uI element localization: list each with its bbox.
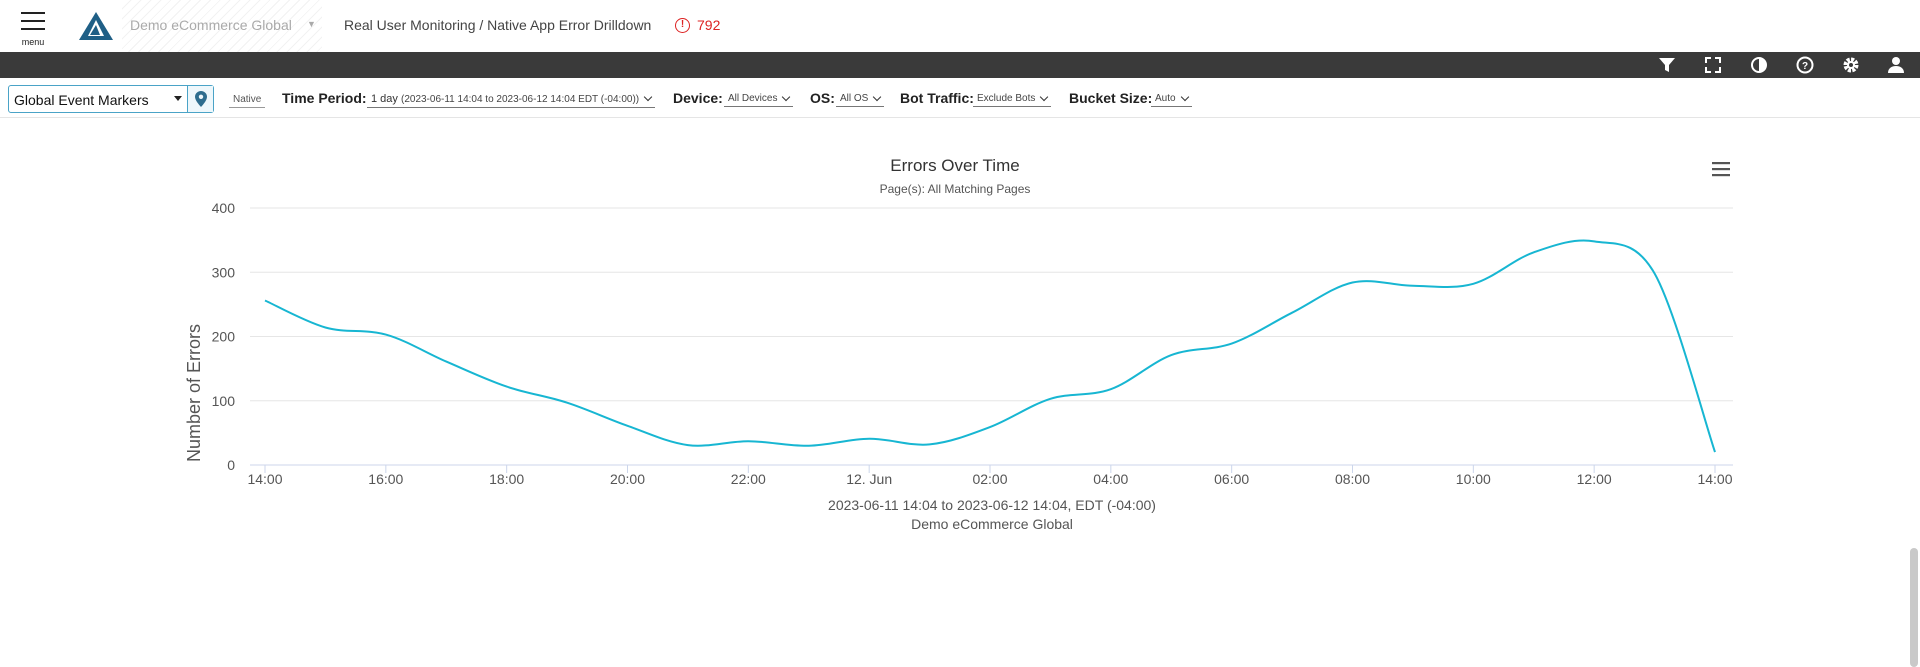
y-axis-label: Number of Errors <box>184 324 204 462</box>
event-markers-select[interactable]: Global Event Markers <box>8 85 214 113</box>
y-tick-label: 400 <box>212 200 236 216</box>
x-tick-label: 12:00 <box>1577 471 1612 487</box>
time-period-value: 1 day <box>371 93 398 105</box>
menu-label: menu <box>21 37 45 47</box>
bucket-size-label: Bucket Size: <box>1069 90 1153 106</box>
chevron-down-icon: ▼ <box>307 19 316 29</box>
device-select[interactable]: All Devices <box>724 92 794 107</box>
chevron-down-icon <box>1040 92 1049 101</box>
help-icon[interactable]: ? <box>1795 55 1815 75</box>
logo-icon[interactable] <box>78 11 114 41</box>
x-tick-label: 10:00 <box>1456 471 1491 487</box>
x-tick-label: 06:00 <box>1214 471 1249 487</box>
caret-down-icon <box>174 96 182 101</box>
device-value: All Devices <box>728 93 778 104</box>
device-label: Device: <box>673 90 723 106</box>
time-period-range: (2023-06-11 14:04 to 2023-06-12 14:04 ED… <box>400 93 640 105</box>
x-tick-label: 20:00 <box>610 471 645 487</box>
hamburger-icon-bar <box>21 20 45 22</box>
chevron-down-icon <box>873 92 882 101</box>
os-select[interactable]: All OS <box>836 92 885 107</box>
filter-icon[interactable] <box>1657 55 1677 75</box>
x-tick-label: 04:00 <box>1093 471 1128 487</box>
y-tick-label: 300 <box>212 264 236 280</box>
bot-traffic-label: Bot Traffic: <box>900 90 974 106</box>
filter-bar: Global Event Markers Native Time Period:… <box>0 78 1920 118</box>
settings-icon[interactable] <box>1841 55 1861 75</box>
chart-subtitle: Page(s): All Matching Pages <box>880 182 1031 196</box>
os-label: OS: <box>810 90 835 106</box>
fullscreen-icon[interactable] <box>1703 55 1723 75</box>
site-name: Demo eCommerce Global <box>130 17 292 33</box>
bot-traffic-select[interactable]: Exclude Bots <box>973 92 1052 107</box>
bucket-size-select[interactable]: Auto <box>1151 92 1192 107</box>
svg-text:?: ? <box>1802 61 1808 72</box>
hamburger-icon-bar <box>21 12 45 14</box>
y-tick-label: 100 <box>212 393 236 409</box>
bot-traffic-value: Exclude Bots <box>977 93 1036 104</box>
error-alert[interactable]: ! 792 <box>675 16 720 34</box>
bucket-size-value: Auto <box>1155 93 1176 104</box>
page-scrollbar[interactable] <box>1910 548 1918 667</box>
site-selector[interactable]: Demo eCommerce Global ▼ <box>122 0 322 52</box>
chart-panel: Errors Over Time Page(s): All Matching P… <box>0 118 1920 667</box>
x-tick-label: 08:00 <box>1335 471 1370 487</box>
hamburger-icon-bar <box>21 28 45 30</box>
errors-chart: Errors Over Time Page(s): All Matching P… <box>184 156 1733 532</box>
y-tick-label: 0 <box>227 457 235 473</box>
series-line <box>264 239 1716 453</box>
x-tick-label: 12. Jun <box>846 471 892 487</box>
menu-button[interactable]: menu <box>18 10 48 47</box>
toolbar: ? <box>0 52 1920 78</box>
event-markers-toggle[interactable] <box>187 86 213 112</box>
x-tick-label: 18:00 <box>489 471 524 487</box>
user-icon[interactable] <box>1886 55 1906 75</box>
os-value: All OS <box>840 93 869 104</box>
x-tick-label: 02:00 <box>972 471 1007 487</box>
chevron-down-icon <box>643 92 653 102</box>
contrast-icon[interactable] <box>1749 55 1769 75</box>
chart-title: Errors Over Time <box>890 156 1019 175</box>
x-tick-label: 14:00 <box>1697 471 1732 487</box>
x-tick-label: 16:00 <box>368 471 403 487</box>
chevron-down-icon <box>782 92 791 101</box>
y-tick-label: 200 <box>212 329 236 345</box>
top-header: menu Demo eCommerce Global ▼ Real User M… <box>0 0 1920 52</box>
time-period-label: Time Period: <box>282 90 367 106</box>
alert-icon: ! <box>675 17 690 33</box>
chevron-down-icon <box>1180 92 1189 101</box>
event-markers-dropdown[interactable]: Global Event Markers <box>9 86 187 112</box>
x-tick-label: 22:00 <box>731 471 766 487</box>
map-pin-icon <box>194 91 207 107</box>
x-tick-label: 14:00 <box>247 471 282 487</box>
platform-chip[interactable]: Native <box>229 93 266 108</box>
time-period-select[interactable]: 1 day (2023-06-11 14:04 to 2023-06-12 14… <box>367 92 656 108</box>
chart-menu-icon[interactable] <box>1712 162 1730 177</box>
x-axis-label: 2023-06-11 14:04 to 2023-06-12 14:04, ED… <box>828 497 1156 513</box>
page-title: Real User Monitoring / Native App Error … <box>344 17 652 33</box>
x-axis-label-site: Demo eCommerce Global <box>911 516 1073 532</box>
event-markers-value: Global Event Markers <box>14 92 149 108</box>
error-count: 792 <box>697 17 721 33</box>
